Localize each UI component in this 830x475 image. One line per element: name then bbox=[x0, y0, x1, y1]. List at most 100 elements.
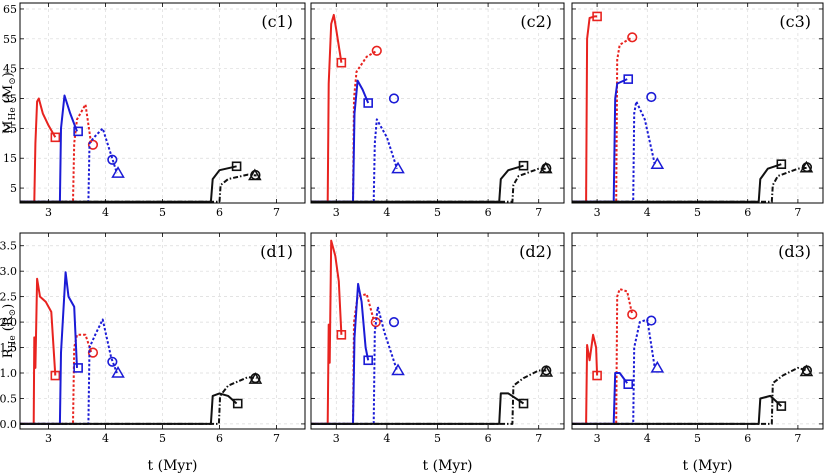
y-tick-label: 45 bbox=[3, 63, 17, 76]
series-line-red-dot bbox=[311, 49, 378, 203]
x-tick-label: 6 bbox=[485, 206, 492, 219]
x-tick-label: 5 bbox=[694, 206, 701, 219]
panel-label: (d3) bbox=[778, 242, 811, 261]
x-axis-label: t (Myr) bbox=[683, 458, 733, 474]
square-marker bbox=[336, 57, 347, 68]
series-line-black-solid bbox=[311, 164, 524, 203]
circle-marker bbox=[388, 93, 400, 104]
series-line-black-solid bbox=[20, 392, 238, 425]
square-marker bbox=[623, 379, 634, 390]
panel-label: (d1) bbox=[260, 242, 293, 261]
square-marker bbox=[518, 398, 529, 409]
triangle-marker bbox=[799, 364, 814, 377]
series-line-red-solid bbox=[20, 277, 57, 425]
x-tick-label: 5 bbox=[159, 432, 166, 445]
square-marker bbox=[363, 98, 373, 108]
circle-marker bbox=[107, 356, 118, 367]
series-line-black-solid bbox=[20, 165, 237, 203]
square-marker bbox=[776, 159, 787, 169]
series-line-blue-dot bbox=[311, 118, 398, 203]
x-tick-label: 7 bbox=[794, 206, 801, 219]
series-line-red-solid bbox=[311, 13, 343, 203]
x-tick-label: 7 bbox=[535, 432, 542, 445]
circle-marker bbox=[627, 32, 638, 43]
circle-marker bbox=[627, 309, 638, 320]
panel-label: (c3) bbox=[779, 12, 811, 31]
x-tick-label: 4 bbox=[383, 432, 390, 445]
series-line-black-dashdot bbox=[20, 376, 257, 425]
y-tick-label: 2.0 bbox=[0, 316, 17, 329]
series-line-red-dot bbox=[572, 36, 633, 203]
series-line-red-dot bbox=[20, 103, 93, 203]
panel-d2: 3 4 5 6 7 (d2) t (Myr) bbox=[310, 232, 565, 474]
square-marker bbox=[50, 132, 61, 143]
series-line-black-dashdot bbox=[311, 167, 547, 203]
circle-marker bbox=[646, 91, 657, 103]
y-tick-label: 2.5 bbox=[0, 291, 17, 304]
panel-label: (c2) bbox=[520, 12, 552, 31]
circle-marker bbox=[371, 45, 382, 56]
square-marker bbox=[336, 330, 347, 340]
circle-marker bbox=[87, 139, 99, 150]
triangle-marker bbox=[248, 372, 263, 384]
square-marker bbox=[518, 160, 529, 171]
x-tick-label: 7 bbox=[794, 432, 801, 445]
y-tick-label: 55 bbox=[3, 33, 17, 46]
panel-c3: 3 4 5 6 7 (c3) bbox=[571, 2, 824, 219]
y-tick-label: 5 bbox=[10, 182, 17, 195]
series-line-black-dashdot bbox=[20, 173, 257, 203]
circle-marker bbox=[107, 154, 118, 165]
x-tick-label: 4 bbox=[102, 206, 109, 219]
y-tick-label: 15 bbox=[3, 152, 17, 165]
x-tick-label: 3 bbox=[594, 432, 601, 445]
series-line-black-solid bbox=[311, 392, 525, 425]
y-tick-label: 25 bbox=[3, 122, 17, 135]
series-line-blue-dot bbox=[311, 305, 398, 425]
square-marker bbox=[592, 11, 602, 22]
square-marker bbox=[592, 370, 602, 381]
triangle-marker bbox=[799, 160, 814, 173]
x-tick-label: 6 bbox=[744, 432, 751, 445]
triangle-marker bbox=[650, 360, 665, 373]
y-tick-label: 0.0 bbox=[0, 418, 17, 431]
triangle-marker bbox=[248, 168, 262, 181]
circle-marker bbox=[646, 315, 657, 326]
series-line-red-solid bbox=[572, 15, 598, 203]
series-line-black-solid bbox=[572, 163, 782, 203]
triangle-marker bbox=[539, 364, 554, 377]
square-marker bbox=[623, 74, 634, 84]
y-tick-label: 1.0 bbox=[0, 367, 17, 380]
x-tick-label: 6 bbox=[216, 432, 223, 445]
x-tick-label: 5 bbox=[434, 432, 441, 445]
series-line-black-dashdot bbox=[572, 366, 808, 425]
triangle-marker bbox=[391, 161, 405, 174]
series-line-red-solid bbox=[20, 97, 57, 203]
x-tick-label: 3 bbox=[45, 206, 52, 219]
panel-c2: 3 4 5 6 7 (c2) bbox=[310, 2, 565, 219]
x-tick-label: 5 bbox=[694, 432, 701, 445]
x-tick-label: 5 bbox=[434, 206, 441, 219]
triangle-marker bbox=[650, 157, 665, 169]
x-tick-label: 4 bbox=[383, 206, 390, 219]
y-axis-label: MHe (M⊙) bbox=[1, 72, 18, 134]
x-tick-label: 5 bbox=[159, 206, 166, 219]
x-tick-label: 3 bbox=[333, 206, 340, 219]
series-line-black-solid bbox=[572, 394, 782, 425]
x-tick-label: 6 bbox=[485, 432, 492, 445]
panel-label: (d2) bbox=[519, 242, 552, 261]
x-tick-label: 3 bbox=[333, 432, 340, 445]
circle-marker bbox=[388, 316, 400, 328]
triangle-marker bbox=[111, 166, 125, 178]
y-tick-label: 65 bbox=[3, 3, 17, 16]
x-axis-label: t (Myr) bbox=[148, 458, 198, 474]
series-line-red-solid bbox=[311, 239, 343, 425]
square-marker bbox=[363, 355, 373, 366]
square-marker bbox=[776, 401, 787, 411]
series-line-black-dashdot bbox=[572, 166, 807, 203]
x-tick-label: 7 bbox=[273, 206, 280, 219]
x-tick-label: 7 bbox=[535, 206, 542, 219]
series-line-blue-solid bbox=[572, 78, 628, 203]
x-tick-label: 3 bbox=[594, 206, 601, 219]
